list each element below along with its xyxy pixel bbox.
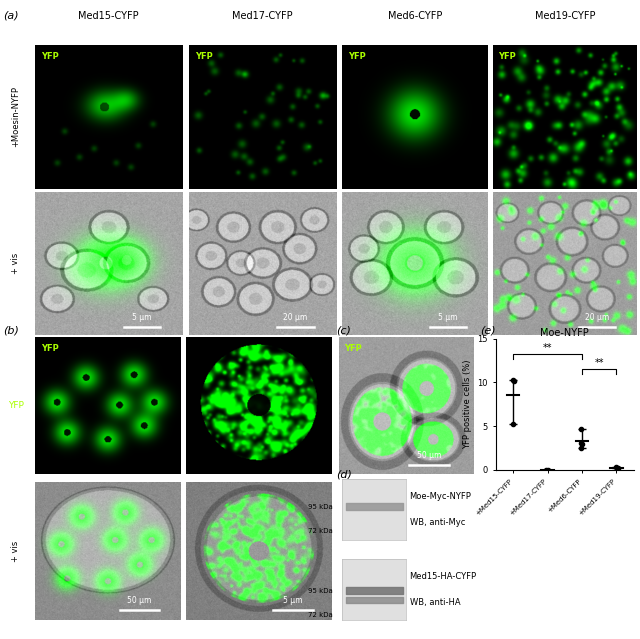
Text: Med15-HA-CYFP: Med15-HA-CYFP bbox=[410, 572, 477, 581]
Text: (e): (e) bbox=[480, 326, 495, 335]
Text: 5 μm: 5 μm bbox=[132, 312, 152, 321]
Text: **: ** bbox=[595, 358, 604, 368]
Y-axis label: YFP positive cells (%): YFP positive cells (%) bbox=[463, 359, 472, 449]
Text: YFP: YFP bbox=[8, 401, 24, 410]
Text: +Moesin-NYFP: +Moesin-NYFP bbox=[12, 86, 20, 147]
Text: 50 μm: 50 μm bbox=[127, 596, 152, 605]
Text: Med6-CYFP: Med6-CYFP bbox=[388, 11, 442, 21]
Text: YFP: YFP bbox=[348, 52, 366, 61]
Text: 5 μm: 5 μm bbox=[438, 312, 458, 321]
Text: 72 kDa: 72 kDa bbox=[308, 528, 333, 534]
Text: 20 μm: 20 μm bbox=[585, 312, 609, 321]
Text: Med17-CYFP: Med17-CYFP bbox=[232, 11, 292, 21]
Text: WB, anti-HA: WB, anti-HA bbox=[410, 598, 460, 607]
Text: 20 μm: 20 μm bbox=[284, 312, 308, 321]
Text: WB, anti-Myc: WB, anti-Myc bbox=[410, 518, 465, 527]
Text: 95 kDa: 95 kDa bbox=[308, 504, 333, 509]
Text: YFP: YFP bbox=[195, 52, 212, 61]
Text: (d): (d) bbox=[336, 470, 352, 479]
Text: Med15-CYFP: Med15-CYFP bbox=[79, 11, 139, 21]
Text: (a): (a) bbox=[3, 11, 19, 21]
Text: YFP: YFP bbox=[41, 52, 59, 61]
Title: Moe-NYFP: Moe-NYFP bbox=[540, 328, 589, 338]
Text: Med19-CYFP: Med19-CYFP bbox=[534, 11, 595, 21]
Text: **: ** bbox=[543, 343, 552, 353]
Text: (b): (b) bbox=[3, 326, 19, 335]
Text: 5 μm: 5 μm bbox=[283, 596, 303, 605]
Text: 95 kDa: 95 kDa bbox=[308, 588, 333, 594]
Text: YFP: YFP bbox=[41, 344, 59, 353]
Text: YFP: YFP bbox=[499, 52, 516, 61]
Text: + vis: + vis bbox=[12, 541, 20, 562]
Text: 72 kDa: 72 kDa bbox=[308, 612, 333, 618]
Text: YFP: YFP bbox=[344, 344, 362, 353]
Text: (c): (c) bbox=[336, 326, 351, 335]
Text: + vis: + vis bbox=[12, 253, 20, 274]
Text: Moe-Myc-NYFP: Moe-Myc-NYFP bbox=[410, 492, 472, 501]
Text: 50 μm: 50 μm bbox=[417, 450, 442, 459]
